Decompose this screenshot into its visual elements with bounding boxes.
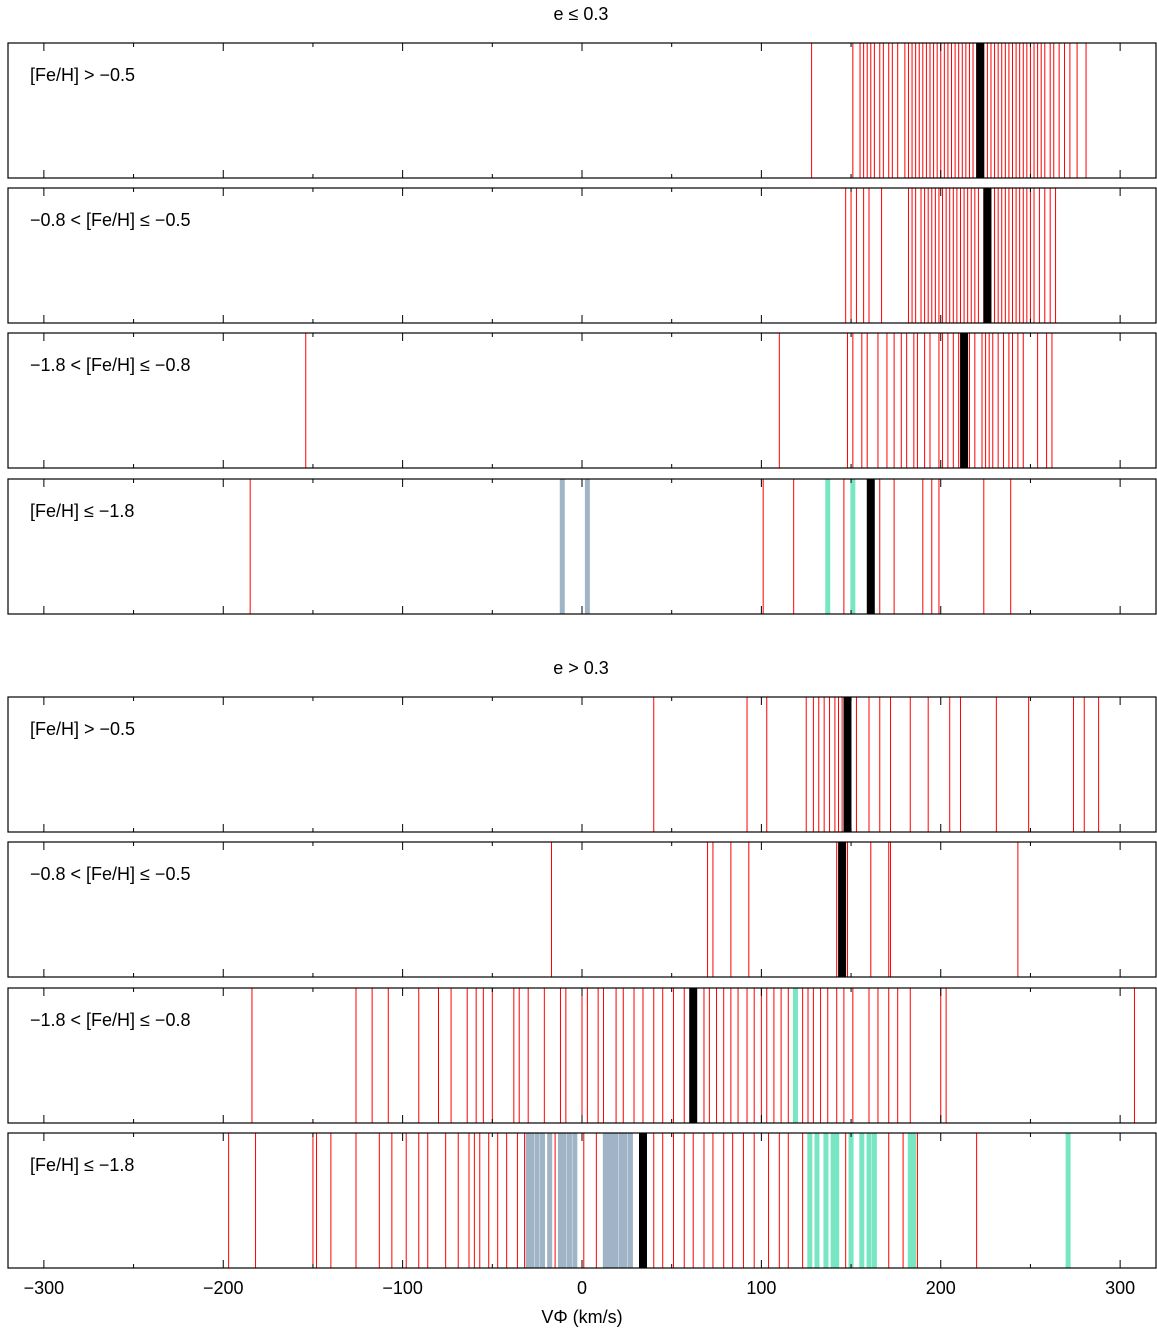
panel-frame (7, 478, 1157, 615)
x-tick-label: 0 (577, 1278, 587, 1298)
x-tick-label: −200 (203, 1278, 244, 1298)
panel-label: −1.8 < [Fe/H] ≤ −0.8 (30, 355, 190, 375)
x-tick-label: 300 (1105, 1278, 1135, 1298)
panel-label: [Fe/H] > −0.5 (30, 719, 135, 739)
x-tick-label: −300 (24, 1278, 65, 1298)
panel-label: −1.8 < [Fe/H] ≤ −0.8 (30, 1010, 190, 1030)
panel-frame (7, 42, 1157, 179)
panel-frame (7, 987, 1157, 1124)
panel-label: [Fe/H] ≤ −1.8 (30, 1155, 134, 1175)
panel-label: −0.8 < [Fe/H] ≤ −0.5 (30, 864, 190, 884)
panel-frame (7, 696, 1157, 833)
panel-frame (7, 1132, 1157, 1269)
x-tick-label: 200 (926, 1278, 956, 1298)
panel-label: [Fe/H] ≤ −1.8 (30, 501, 134, 521)
x-tick-label: 100 (746, 1278, 776, 1298)
group-title: e > 0.3 (553, 658, 609, 678)
panel-frame (7, 332, 1157, 469)
panel-frame (7, 187, 1157, 324)
group-title: e ≤ 0.3 (554, 4, 609, 24)
x-axis-label: VΦ (km/s) (541, 1307, 622, 1327)
panel-label: [Fe/H] > −0.5 (30, 65, 135, 85)
panel-frame (7, 841, 1157, 978)
panel-label: −0.8 < [Fe/H] ≤ −0.5 (30, 210, 190, 230)
x-tick-label: −100 (382, 1278, 423, 1298)
